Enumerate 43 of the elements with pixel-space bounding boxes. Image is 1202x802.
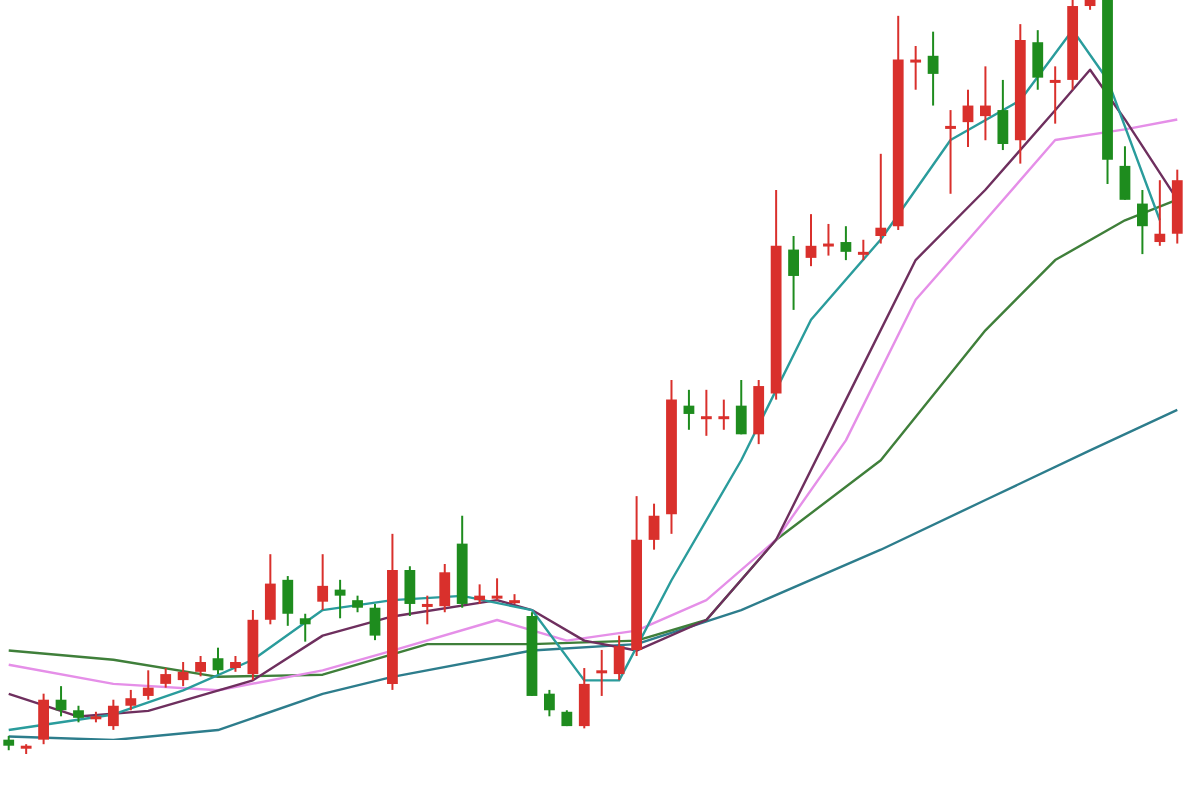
candlestick bbox=[857, 238, 869, 262]
candlestick bbox=[317, 553, 329, 611]
candlestick bbox=[718, 398, 730, 431]
candlestick bbox=[1154, 179, 1166, 247]
candlestick bbox=[927, 30, 939, 107]
candlestick bbox=[1032, 29, 1044, 91]
candlestick bbox=[177, 661, 189, 688]
candlestick bbox=[212, 646, 224, 676]
candlestick bbox=[282, 575, 294, 627]
candlestick bbox=[910, 44, 922, 91]
candlestick bbox=[596, 648, 608, 697]
candlestick bbox=[543, 688, 555, 718]
candlestick bbox=[648, 502, 660, 551]
candlestick bbox=[264, 553, 276, 626]
candlestick bbox=[1049, 65, 1061, 125]
candlestick bbox=[299, 612, 311, 643]
candlestick bbox=[1136, 189, 1148, 256]
candlestick bbox=[369, 602, 381, 642]
candlestick bbox=[142, 669, 154, 701]
candlestick bbox=[334, 578, 346, 620]
candlestick bbox=[1119, 145, 1131, 201]
candlestick bbox=[997, 78, 1009, 152]
candlestick bbox=[700, 388, 712, 437]
candlestick bbox=[805, 213, 817, 268]
candlestick bbox=[38, 692, 50, 746]
candlestick bbox=[875, 152, 887, 245]
candlestick bbox=[160, 667, 172, 689]
candlestick bbox=[578, 667, 590, 730]
candlestick bbox=[125, 688, 137, 712]
candlestick bbox=[788, 235, 799, 311]
candlestick bbox=[840, 225, 852, 262]
candlestick bbox=[421, 594, 433, 626]
candlestick bbox=[107, 698, 119, 731]
candlestick bbox=[613, 634, 625, 682]
candlestick bbox=[474, 583, 486, 605]
candlestick bbox=[980, 65, 991, 142]
candlestick bbox=[195, 654, 206, 678]
candlestick bbox=[439, 562, 451, 614]
candlestick bbox=[491, 577, 503, 602]
candlestick bbox=[404, 565, 416, 618]
candlestick bbox=[945, 109, 956, 195]
candlestick bbox=[735, 379, 747, 436]
candlestick bbox=[823, 222, 834, 257]
